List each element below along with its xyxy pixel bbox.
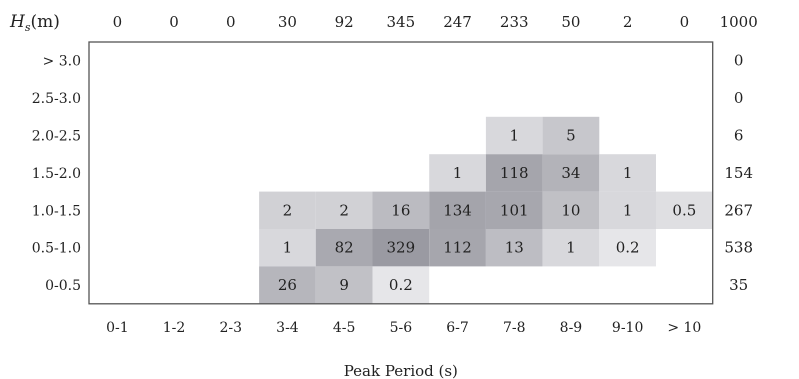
row-total-label: 0	[734, 52, 744, 70]
heatmap-cell	[315, 266, 373, 304]
cell-value-label: 101	[500, 201, 529, 219]
heatmap-cell	[542, 229, 600, 267]
y-axis-label-sub: s	[25, 21, 31, 34]
x-tick-label: 7-8	[503, 320, 526, 336]
y-axis-label: Hs(m)	[9, 12, 60, 34]
cell-value-label: 1	[283, 239, 293, 257]
cell-value-label: 0.5	[672, 201, 696, 219]
x-tick-label: 1-2	[163, 320, 186, 336]
column-total-label: 345	[387, 13, 416, 31]
cell-value-label: 0.2	[389, 276, 413, 294]
heatmap-cell	[599, 229, 656, 267]
cell-value-label: 112	[443, 239, 472, 257]
y-tick-label: 2.5-3.0	[32, 91, 81, 107]
heatmap-cell	[372, 191, 430, 229]
cell-value-label: 1	[509, 127, 519, 145]
x-tick-label: > 10	[667, 320, 701, 336]
row-total-label: 35	[729, 276, 748, 294]
cell-value-label: 16	[391, 201, 410, 219]
heatmap-cell	[429, 154, 486, 192]
row-total-label: 154	[724, 164, 753, 182]
column-total-label: 233	[500, 13, 529, 31]
y-axis-label-unit: (m)	[30, 12, 59, 32]
cell-value-label: 1	[453, 164, 463, 182]
cell-value-label: 9	[339, 276, 349, 294]
column-total-label: 0	[169, 13, 179, 31]
cell-value-label: 5	[566, 127, 576, 145]
cell-value-label: 2	[339, 201, 349, 219]
y-tick-label: 1.5-2.0	[32, 166, 81, 182]
column-total-label: 50	[561, 13, 580, 31]
heatmap-cell	[372, 266, 430, 304]
heatmap-cell	[315, 191, 373, 229]
heatmap-cell	[372, 229, 430, 267]
row-total-label: 538	[724, 239, 753, 257]
grand-total: 1000	[720, 13, 758, 31]
cell-value-label: 134	[443, 201, 472, 219]
y-tick-label: 0.5-1.0	[32, 241, 81, 257]
cell-value-label: 2	[283, 201, 293, 219]
x-tick-label: 4-5	[333, 320, 356, 336]
cell-value-label: 13	[505, 239, 524, 257]
x-tick-label: 3-4	[276, 320, 299, 336]
heatmap-cell	[542, 116, 600, 155]
cell-value-label: 1	[623, 164, 633, 182]
cell-value-label: 0.2	[616, 239, 640, 257]
y-tick-label: > 3.0	[43, 54, 81, 70]
heatmap-cell	[259, 229, 316, 267]
column-total-label: 2	[623, 13, 633, 31]
x-tick-label: 2-3	[219, 320, 242, 336]
heatmap-cell	[259, 266, 316, 304]
cell-value-label: 118	[500, 164, 529, 182]
heatmap-cell	[485, 116, 543, 155]
cell-value-label: 329	[387, 239, 416, 257]
cell-value-label: 26	[278, 276, 297, 294]
heatmap-cell	[542, 191, 600, 229]
column-total-label: 0	[113, 13, 123, 31]
x-tick-label: 6-7	[446, 320, 469, 336]
x-axis-label: Peak Period (s)	[344, 362, 458, 379]
cell-value-label: 1	[566, 239, 576, 257]
heatmap-cell	[485, 229, 543, 267]
y-axis-label-main: H	[9, 12, 26, 32]
heatmap-cell	[429, 191, 486, 229]
column-total-label: 247	[443, 13, 472, 31]
heatmap-cell	[599, 154, 656, 192]
column-total-label: 30	[278, 13, 297, 31]
x-tick-label: 0-1	[106, 320, 129, 336]
heatmap-cell	[542, 154, 600, 192]
column-total-label: 0	[226, 13, 236, 31]
plot-frame	[88, 41, 714, 305]
heatmap-cell	[429, 229, 486, 267]
y-tick-label: 0-0.5	[45, 278, 81, 294]
heatmap-cell	[656, 191, 713, 229]
column-total-label: 0	[680, 13, 690, 31]
x-tick-label: 8-9	[560, 320, 583, 336]
heatmap-cell	[315, 229, 373, 267]
row-total-label: 6	[734, 127, 744, 145]
column-total-label: 92	[335, 13, 354, 31]
heatmap-cell	[485, 154, 543, 192]
cell-value-label: 10	[561, 201, 580, 219]
x-tick-label: 9-10	[612, 320, 643, 336]
row-total-label: 267	[724, 201, 753, 219]
heatmap-cell	[599, 191, 656, 229]
y-tick-label: 2.0-2.5	[32, 129, 81, 145]
x-tick-label: 5-6	[390, 320, 413, 336]
cell-value-label: 82	[335, 239, 354, 257]
cell-value-label: 34	[561, 164, 580, 182]
row-total-label: 0	[734, 89, 744, 107]
heatmap-cell	[259, 191, 316, 229]
y-tick-label: 1.0-1.5	[32, 203, 81, 219]
heatmap-cell	[485, 191, 543, 229]
cell-value-label: 1	[623, 201, 633, 219]
